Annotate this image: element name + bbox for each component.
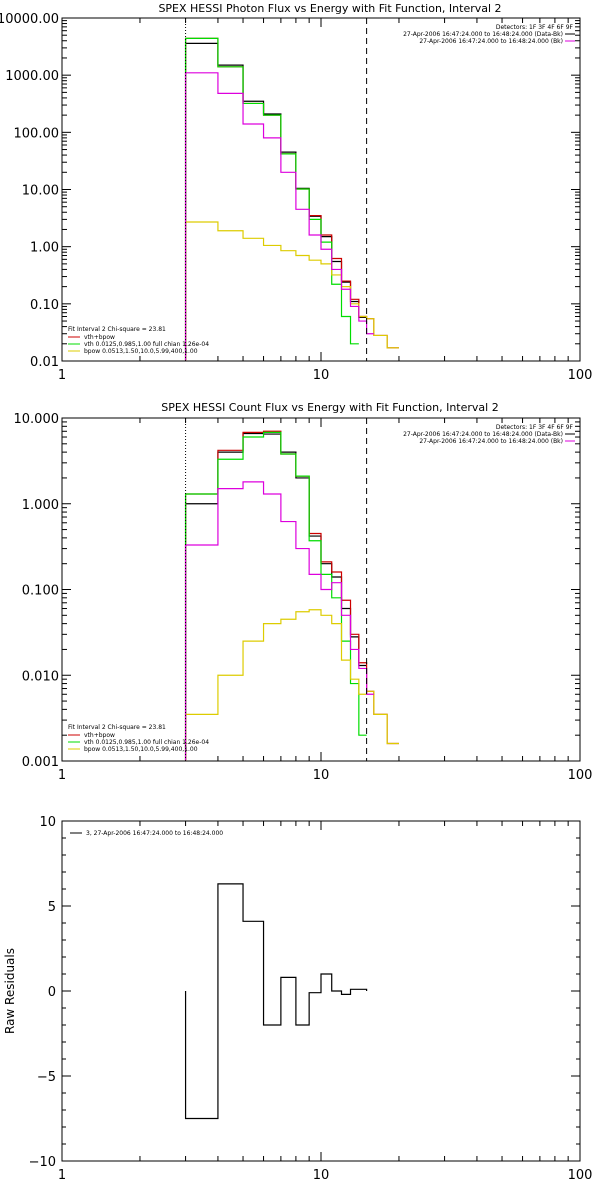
y-tick-labels: 0.001 0.010 0.100 1.000 10.000 bbox=[14, 412, 60, 770]
legend-detectors: Detectors: 1F 3F 4F 6F 9F bbox=[496, 424, 574, 431]
legend-vth: vth 0.0125,0.985,1.00 full chian 1.26e-0… bbox=[84, 739, 209, 746]
y-tick-label: −5 bbox=[37, 1070, 56, 1085]
legend-top-right: Detectors: 1F 3F 4F 6F 9F 27-Apr-2006 16… bbox=[403, 24, 575, 45]
legend-data-bk: 27-Apr-2006 16:47:24.000 to 16:48:24.000… bbox=[403, 431, 563, 438]
series-bk bbox=[184, 481, 374, 761]
legend-bpow: bpow 0.0513,1.50,10.0,5.99,400,1.00 bbox=[84, 348, 198, 355]
y-tick-label: 0 bbox=[48, 985, 56, 1000]
y-tick-label: 10.000 bbox=[14, 412, 60, 427]
x-tick-labels: 1 10 100 bbox=[58, 768, 593, 783]
legend-bottom-left: Fit Interval 2 Chi-square = 23.81 vth+bp… bbox=[68, 326, 209, 355]
y-tick-label: 0.100 bbox=[22, 584, 59, 599]
y-tick-label: 10.00 bbox=[22, 184, 59, 199]
y-axis-label: Raw Residuals bbox=[3, 948, 17, 1034]
x-tick-labels: 1 10 100 bbox=[58, 368, 593, 383]
legend-detectors: Detectors: 1F 3F 4F 6F 9F bbox=[496, 24, 574, 31]
legend-bk: 27-Apr-2006 16:47:24.000 to 16:48:24.000… bbox=[419, 438, 563, 445]
x-tick-label: 100 bbox=[568, 1168, 593, 1183]
y-tick-labels: 0.01 0.10 1.00 10.00 100.00 1000.00 10000.00 bbox=[0, 12, 59, 370]
x-tick-label: 10 bbox=[313, 768, 330, 783]
y-tick-label: 100.00 bbox=[14, 126, 60, 141]
x-tick-label: 1 bbox=[58, 368, 66, 383]
legend-data-bk: 27-Apr-2006 16:47:24.000 to 16:48:24.000… bbox=[403, 31, 563, 38]
y-tick-label: 0.01 bbox=[30, 355, 59, 370]
legend-total: vth+bpow bbox=[84, 732, 115, 739]
y-tick-label: 1.000 bbox=[22, 498, 59, 513]
x-tick-label: 1 bbox=[58, 768, 66, 783]
plot-frame bbox=[61, 17, 581, 362]
legend-top-left: 3, 27-Apr-2006 16:47:24.000 to 16:48:24.… bbox=[70, 830, 223, 837]
y-tick-label: 0.10 bbox=[30, 298, 59, 313]
x-tick-labels: 1 10 100 bbox=[58, 1168, 593, 1183]
series-data-bk bbox=[184, 42, 367, 361]
x-tick-label: 100 bbox=[568, 368, 593, 383]
legend-fit-interval: Fit Interval 2 Chi-square = 23.81 bbox=[68, 326, 166, 333]
legend-bpow: bpow 0.0513,1.50,10.0,5.99,400,1.00 bbox=[84, 746, 198, 753]
legend-bk: 27-Apr-2006 16:47:24.000 to 16:48:24.000… bbox=[419, 38, 563, 45]
y-tick-label: 5 bbox=[48, 900, 56, 915]
legend-residuals: 3, 27-Apr-2006 16:47:24.000 to 16:48:24.… bbox=[86, 830, 223, 837]
residuals-panel: −10 −5 0 5 10 1 10 100 Raw Residuals 3, 27-Apr… bbox=[3, 815, 592, 1183]
x-tick-label: 1 bbox=[58, 1168, 66, 1183]
photon-flux-panel: SPEX HESSI Photon Flux vs Energy with Fi… bbox=[0, 2, 592, 383]
series-group bbox=[184, 883, 368, 1120]
axis-ticks bbox=[61, 18, 580, 362]
y-tick-label: 0.010 bbox=[22, 669, 59, 684]
legend-top-right: Detectors: 1F 3F 4F 6F 9F 27-Apr-2006 16… bbox=[403, 424, 575, 445]
fit-range-markers bbox=[185, 418, 368, 761]
y-tick-label: 0.001 bbox=[22, 755, 59, 770]
series-vth bbox=[184, 37, 359, 361]
chart-title: SPEX HESSI Count Flux vs Energy with Fit… bbox=[161, 401, 498, 414]
x-tick-label: 10 bbox=[313, 1168, 330, 1183]
legend-fit-interval: Fit Interval 2 Chi-square = 23.81 bbox=[68, 724, 166, 731]
axis-ticks bbox=[61, 820, 580, 1162]
legend-total: vth+bpow bbox=[84, 334, 115, 341]
series-vth bbox=[184, 431, 367, 761]
x-tick-label: 10 bbox=[313, 368, 330, 383]
chart-title: SPEX HESSI Photon Flux vs Energy with Fi… bbox=[158, 2, 501, 15]
x-tick-label: 100 bbox=[568, 768, 593, 783]
y-tick-label: 10000.00 bbox=[0, 12, 59, 27]
y-tick-label: 1.00 bbox=[30, 241, 59, 256]
y-tick-label: 10 bbox=[39, 815, 56, 830]
series-residuals bbox=[184, 883, 368, 1120]
y-tick-label: −10 bbox=[29, 1155, 56, 1170]
series-bk bbox=[184, 72, 374, 361]
series-group bbox=[184, 430, 399, 761]
fit-range-markers bbox=[185, 18, 368, 361]
axis-ticks bbox=[61, 418, 580, 762]
legend-vth: vth 0.0125,0.985,1.00 full chian 1.26e-0… bbox=[84, 341, 209, 348]
count-flux-panel: SPEX HESSI Count Flux vs Energy with Fit… bbox=[14, 401, 593, 783]
y-tick-label: 1000.00 bbox=[5, 69, 59, 84]
legend-bottom-left: Fit Interval 2 Chi-square = 23.81 vth+bp… bbox=[68, 724, 209, 753]
y-tick-labels: −10 −5 0 5 10 bbox=[29, 815, 56, 1170]
